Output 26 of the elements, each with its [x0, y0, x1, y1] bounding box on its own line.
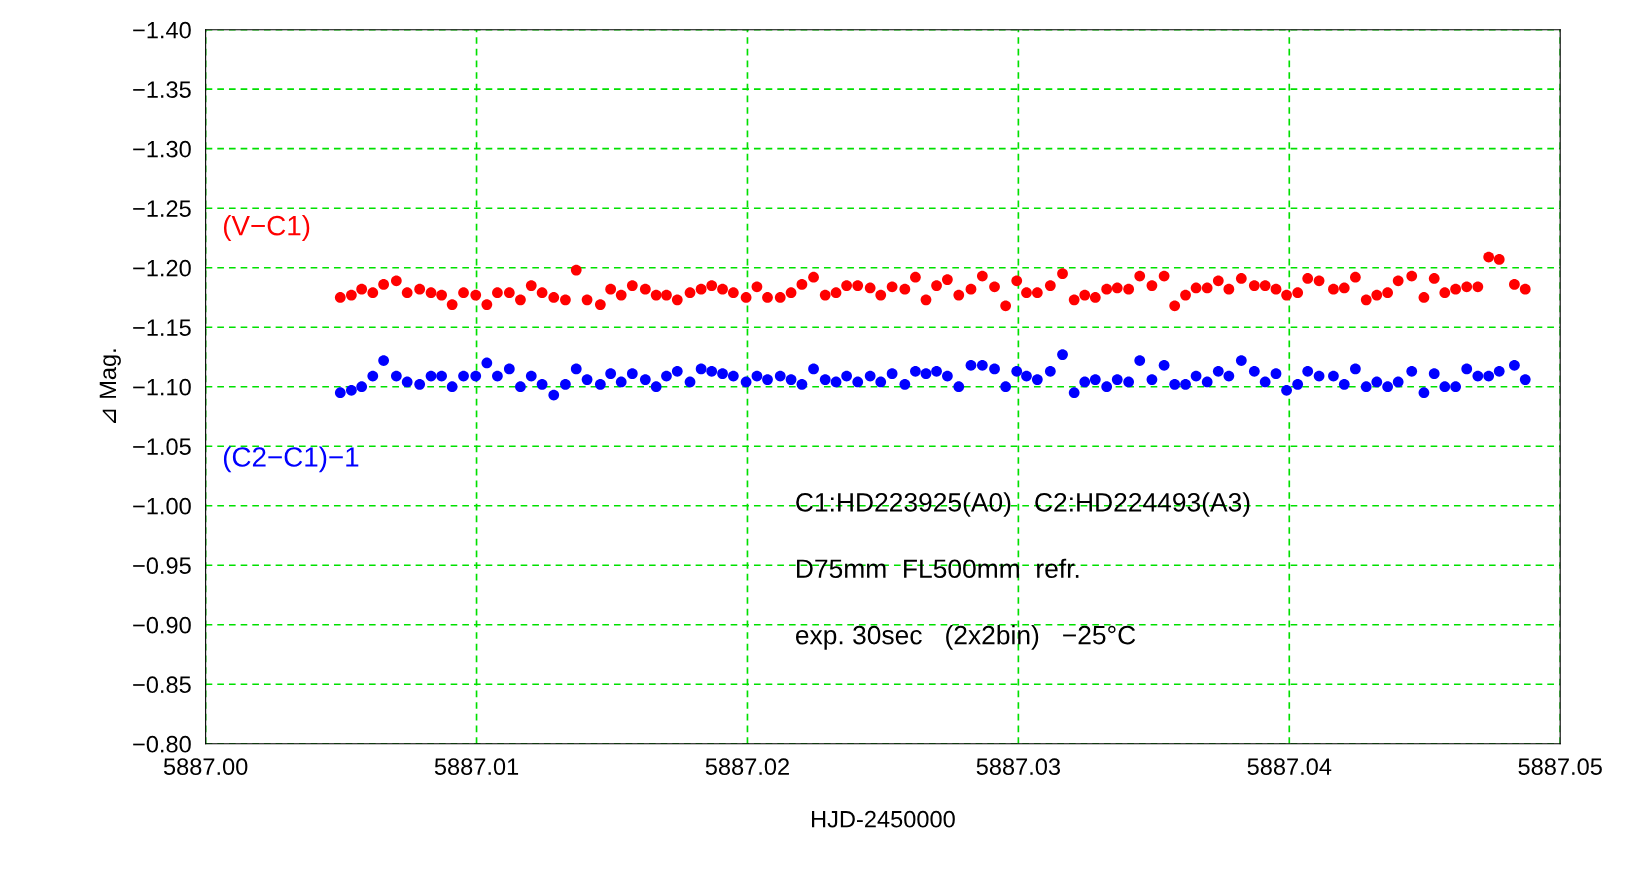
y-tick-label: −1.25: [133, 200, 191, 217]
y-tick-label: −1.35: [133, 81, 191, 98]
x-tick-label: 5887.01: [434, 758, 519, 776]
y-tick-label: −1.30: [133, 140, 191, 158]
y-tick-label: −1.40: [133, 21, 191, 39]
x-axis-title: HJD-2450000: [812, 810, 955, 828]
x-tick-label: 5887.03: [976, 758, 1061, 776]
y-tick-label: −0.85: [133, 676, 191, 694]
x-tick-label: 5887.02: [705, 758, 789, 776]
x-tick-label: 5887.05: [1518, 758, 1602, 776]
y-tick-label: −1.10: [133, 378, 191, 396]
y-tick-label: −1.00: [133, 497, 191, 515]
x-tick-label: 5887.00: [163, 758, 248, 776]
y-tick-label: −0.80: [133, 735, 191, 753]
y-tick-label: −0.90: [133, 616, 191, 634]
y-tick-label: −1.15: [133, 319, 191, 337]
annotation: D75mm FL500mm refr.: [797, 558, 1079, 579]
y-tick-label: −0.95: [133, 557, 191, 575]
text: (V−C1): [223, 215, 310, 241]
annotation: C1:HD223925(A0) C2:HD224493(A3): [796, 492, 1250, 517]
y-tick-label: −1.20: [133, 259, 191, 277]
x-tick-label: 5887.04: [1247, 758, 1332, 776]
y-axis-title: ⊿ Mag.: [99, 349, 121, 423]
series-label: (C2−C1)−1: [223, 446, 359, 473]
annotation: exp. 30sec (2x2bin) −25°C: [795, 625, 1136, 650]
y-tick-label: −1.05: [133, 438, 191, 456]
